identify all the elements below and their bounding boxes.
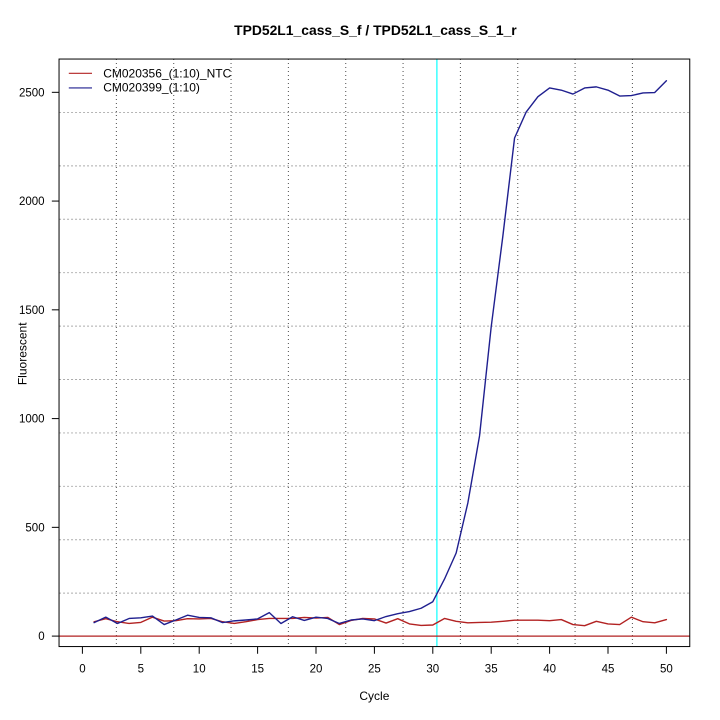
- svg-text:5: 5: [138, 663, 144, 675]
- svg-text:25: 25: [368, 663, 381, 675]
- svg-text:1500: 1500: [19, 305, 45, 317]
- svg-text:CM020399_(1:10): CM020399_(1:10): [103, 81, 200, 95]
- svg-text:1000: 1000: [19, 414, 45, 426]
- svg-text:15: 15: [251, 663, 264, 675]
- svg-text:20: 20: [310, 663, 323, 675]
- svg-text:Fluorescent: Fluorescent: [15, 322, 29, 385]
- svg-text:2000: 2000: [19, 196, 45, 208]
- svg-text:Cycle: Cycle: [359, 689, 389, 703]
- svg-text:30: 30: [426, 663, 439, 675]
- svg-text:0: 0: [38, 631, 44, 643]
- svg-text:2500: 2500: [19, 87, 45, 99]
- svg-text:TPD52L1_cass_S_f / TPD52L1_cas: TPD52L1_cass_S_f / TPD52L1_cass_S_1_r: [234, 22, 517, 38]
- svg-text:10: 10: [193, 663, 206, 675]
- svg-text:500: 500: [25, 522, 44, 534]
- svg-text:45: 45: [602, 663, 615, 675]
- svg-text:50: 50: [660, 663, 673, 675]
- svg-text:0: 0: [79, 663, 85, 675]
- svg-text:40: 40: [543, 663, 556, 675]
- svg-text:35: 35: [485, 663, 498, 675]
- svg-text:CM020356_(1:10)_NTC: CM020356_(1:10)_NTC: [103, 67, 231, 81]
